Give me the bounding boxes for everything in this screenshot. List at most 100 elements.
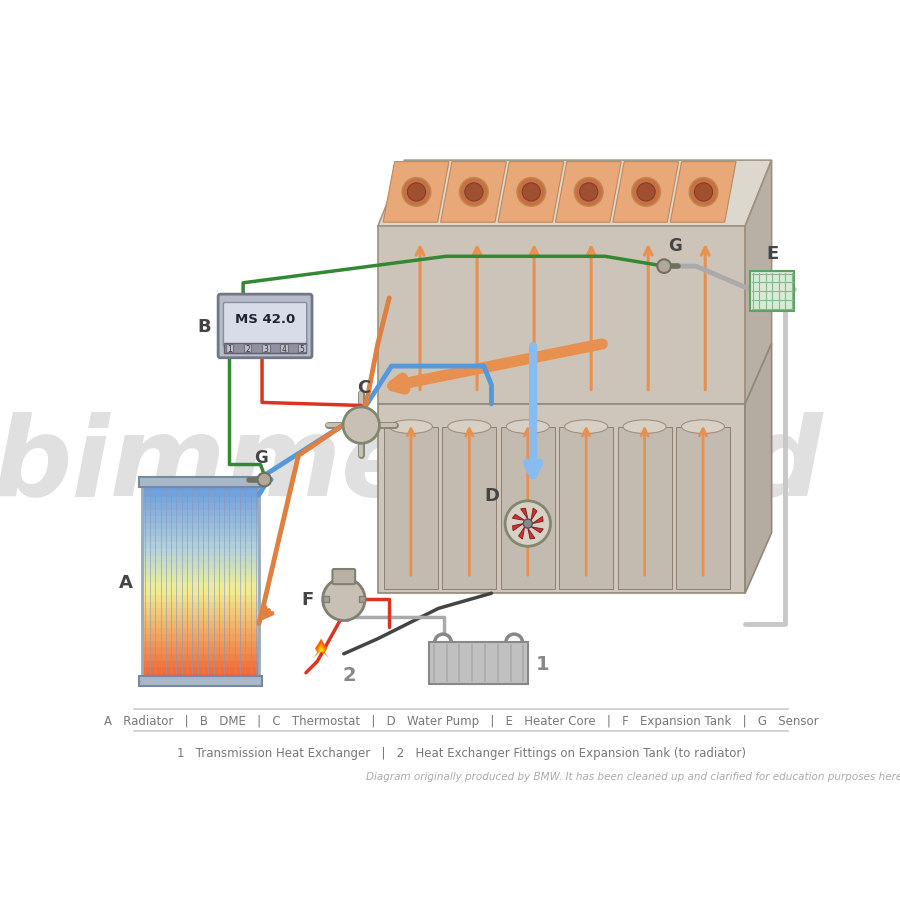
Ellipse shape <box>390 420 432 434</box>
Circle shape <box>580 184 598 202</box>
Text: 3: 3 <box>264 345 268 354</box>
Bar <box>141 516 259 523</box>
Bar <box>141 536 259 543</box>
Polygon shape <box>745 161 771 404</box>
Bar <box>141 490 259 497</box>
Circle shape <box>632 179 661 207</box>
Text: F: F <box>302 591 313 609</box>
Bar <box>226 345 233 353</box>
Text: 5: 5 <box>300 345 304 354</box>
Polygon shape <box>443 428 496 590</box>
Polygon shape <box>316 644 326 657</box>
Circle shape <box>522 184 540 202</box>
Bar <box>141 575 259 582</box>
Bar <box>141 660 259 667</box>
Bar <box>299 345 306 353</box>
Text: G: G <box>254 448 267 466</box>
Circle shape <box>517 179 545 207</box>
Bar <box>141 628 259 635</box>
Bar <box>141 614 259 621</box>
Text: MS 42.0: MS 42.0 <box>235 313 295 326</box>
Polygon shape <box>378 161 771 226</box>
Bar <box>141 601 259 609</box>
Polygon shape <box>527 529 535 539</box>
Circle shape <box>637 184 655 202</box>
Polygon shape <box>378 404 745 594</box>
Circle shape <box>689 179 718 207</box>
Ellipse shape <box>564 420 608 434</box>
Polygon shape <box>521 509 527 520</box>
Polygon shape <box>559 428 613 590</box>
Circle shape <box>343 408 380 444</box>
Polygon shape <box>617 428 671 590</box>
Bar <box>141 667 259 674</box>
Bar <box>280 345 288 353</box>
Bar <box>141 621 259 628</box>
Bar <box>359 596 365 603</box>
Circle shape <box>574 179 603 207</box>
FancyBboxPatch shape <box>218 295 312 358</box>
FancyBboxPatch shape <box>223 303 307 347</box>
Polygon shape <box>378 226 745 404</box>
Text: Diagram originally produced by BMW. It has been cleaned up and clarified for edu: Diagram originally produced by BMW. It h… <box>365 771 900 782</box>
FancyBboxPatch shape <box>332 569 356 584</box>
Text: 2: 2 <box>342 666 356 685</box>
Text: 2: 2 <box>246 345 250 354</box>
Text: E: E <box>766 245 778 263</box>
Bar <box>141 608 259 615</box>
Polygon shape <box>384 428 437 590</box>
Text: 1: 1 <box>227 345 232 354</box>
Bar <box>244 345 251 353</box>
Circle shape <box>464 184 483 202</box>
Bar <box>139 478 262 488</box>
Polygon shape <box>313 639 328 658</box>
Bar <box>141 654 259 661</box>
Text: D: D <box>484 486 499 504</box>
Bar <box>141 673 259 680</box>
Bar <box>322 596 328 603</box>
Polygon shape <box>670 162 736 223</box>
Bar <box>141 483 259 680</box>
Bar <box>141 502 259 511</box>
Text: G: G <box>668 236 681 254</box>
Polygon shape <box>383 162 449 223</box>
Polygon shape <box>512 515 525 520</box>
Bar <box>141 556 259 563</box>
Polygon shape <box>500 428 554 590</box>
Polygon shape <box>498 162 563 223</box>
Ellipse shape <box>448 420 490 434</box>
Bar <box>141 647 259 654</box>
Bar <box>141 542 259 549</box>
Polygon shape <box>531 509 537 520</box>
Text: 1: 1 <box>536 654 549 673</box>
Polygon shape <box>531 527 544 533</box>
Text: C: C <box>357 378 370 396</box>
Text: 4: 4 <box>282 345 286 354</box>
Bar <box>141 529 259 537</box>
Text: B: B <box>198 318 212 336</box>
Circle shape <box>695 184 713 202</box>
Circle shape <box>460 179 488 207</box>
Bar <box>429 643 527 685</box>
Ellipse shape <box>506 420 549 434</box>
Bar <box>141 582 259 589</box>
Bar <box>224 344 306 354</box>
Text: 1   Transmission Heat Exchanger   |   2   Heat Exchanger Fittings on Expansion T: 1 Transmission Heat Exchanger | 2 Heat E… <box>176 746 746 759</box>
Bar <box>141 510 259 517</box>
Bar <box>141 522 259 529</box>
Polygon shape <box>613 162 679 223</box>
Polygon shape <box>441 162 507 223</box>
Bar <box>141 588 259 595</box>
Circle shape <box>322 578 365 621</box>
Polygon shape <box>518 527 525 539</box>
Polygon shape <box>676 428 730 590</box>
Bar <box>141 594 259 602</box>
Polygon shape <box>745 344 771 594</box>
Text: A   Radiator   |   B   DME   |   C   Thermostat   |   D   Water Pump   |   E   H: A Radiator | B DME | C Thermostat | D Wa… <box>104 713 818 727</box>
Text: bimmerworld: bimmerworld <box>0 411 824 519</box>
Circle shape <box>408 184 426 202</box>
Bar <box>262 345 270 353</box>
Bar <box>141 562 259 569</box>
Polygon shape <box>319 648 324 655</box>
Circle shape <box>402 179 431 207</box>
